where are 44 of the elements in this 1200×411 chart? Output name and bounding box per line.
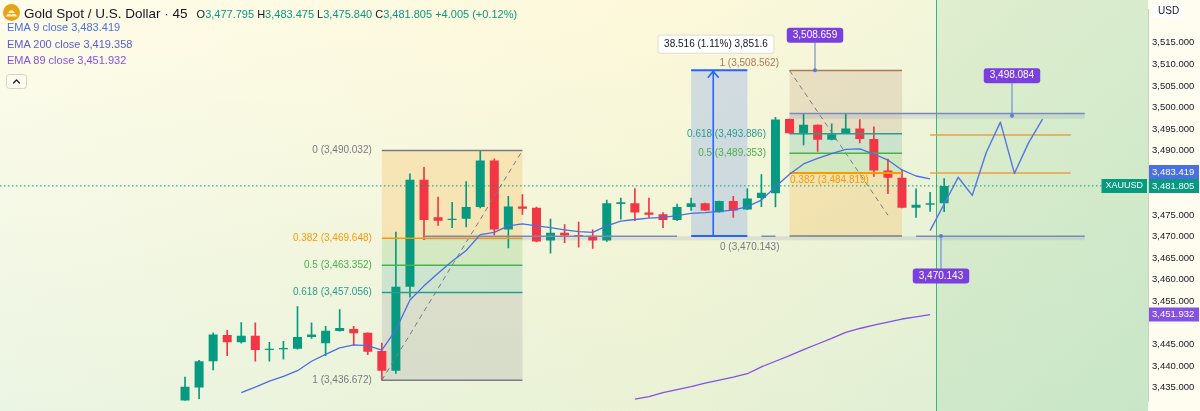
series-label: 0.382 (3,469.648): [292, 232, 372, 243]
series-label: 1 (3,508.562): [719, 57, 779, 69]
y-tick-label: 3,495.000: [1152, 122, 1195, 134]
y-tick-label: 3,475.000: [1152, 208, 1195, 220]
y-tick-label: 3,435.000: [1152, 381, 1195, 393]
text: 3,451.932: [1152, 308, 1195, 320]
ref-line-label: XAUUSD: [1105, 180, 1144, 191]
text: 3,481.805: [1152, 179, 1195, 191]
y-tick-label: 3,515.000: [1152, 36, 1195, 48]
text: 0.618 (3,493.886): [687, 127, 766, 139]
legend-label: EMA 200 close 3,419.358: [7, 37, 133, 50]
text: 0.5 (3,489.353): [698, 147, 766, 159]
y-tick-label: 3,460.000: [1152, 273, 1195, 285]
chart-subtitle: O3,477.795 H3,483.475 L3,475.840 C3,481.805 +4.005 (+0.12%): [196, 8, 518, 20]
text: EMA 9 close 3,483.419: [7, 21, 121, 33]
annotation: 38.516 (1.11%) 3,851.6: [664, 37, 769, 49]
chart-title: Gold Spot / U.S. Dollar · 45: [24, 6, 188, 21]
y-tick-label: 3,490.000: [1152, 144, 1195, 156]
y-tick-label: 3,445.000: [1152, 338, 1195, 350]
candlestick: [433, 196, 443, 226]
annotation: 3,498.084: [989, 69, 1035, 81]
y-tick-label: 3,465.000: [1152, 251, 1195, 263]
series-label: 0.382 (3,484.819): [790, 174, 869, 186]
text: EMA 89 close 3,451.932: [7, 54, 127, 66]
series-label: 0 (3,470.143): [720, 240, 780, 252]
series-label: 0.5 (3,463.352): [304, 259, 372, 271]
annotation: 3,508.659: [792, 28, 838, 40]
y-tick-label: 3,505.000: [1152, 79, 1195, 91]
y-axis-title: USD: [1153, 3, 1185, 18]
line-series: [789, 69, 889, 216]
series-label: 0.618 (3,457.056): [292, 286, 372, 298]
series-label: 1 (3,436.672): [312, 374, 372, 386]
candlestick: [644, 197, 654, 218]
candlestick: [911, 188, 921, 218]
candlestick: [925, 192, 935, 212]
y-tick-label: 3,440.000: [1152, 359, 1195, 371]
candlestick: [616, 197, 626, 220]
y-tick-label: 3,470.000: [1152, 230, 1195, 242]
y-tick-label: 3,510.000: [1152, 58, 1195, 70]
text: 3,483.419: [1152, 165, 1195, 177]
y-tick-label: 3,500.000: [1152, 101, 1195, 113]
series-label: 0 (3,490.032): [312, 144, 372, 156]
annotation: 3,470.143: [918, 269, 964, 281]
y-tick-label: 3,455.000: [1152, 294, 1195, 306]
